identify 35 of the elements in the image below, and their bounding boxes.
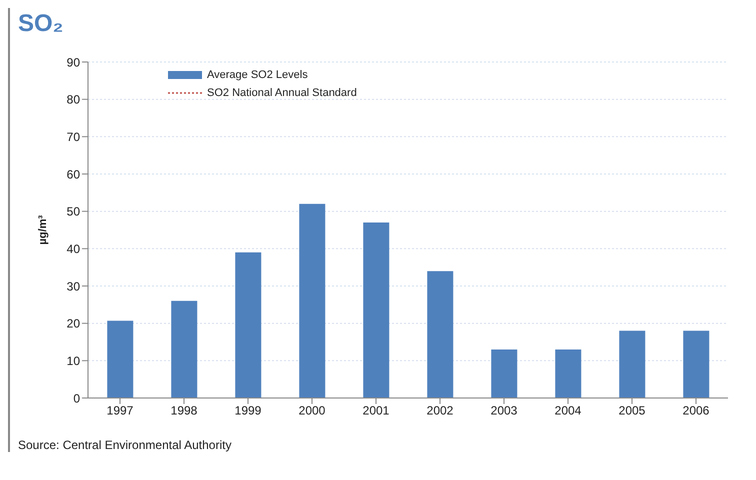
bar bbox=[363, 222, 390, 398]
legend-label: Average SO2 Levels bbox=[207, 69, 308, 81]
legend-label: SO2 National Annual Standard bbox=[207, 87, 357, 99]
bar bbox=[235, 252, 262, 398]
x-tick-label: 2006 bbox=[682, 404, 710, 418]
bar bbox=[683, 330, 710, 398]
bar bbox=[171, 300, 198, 398]
y-tick-label: 0 bbox=[73, 391, 80, 406]
y-tick-label: 80 bbox=[66, 92, 80, 107]
x-tick-label: 2003 bbox=[490, 404, 518, 418]
bar bbox=[427, 271, 454, 398]
y-axis-title: µg/m³ bbox=[36, 214, 49, 245]
bar bbox=[619, 330, 646, 398]
y-tick-label: 20 bbox=[66, 316, 80, 331]
x-tick-label: 2000 bbox=[298, 404, 326, 418]
chart-title: SO₂ bbox=[18, 9, 64, 39]
y-tick-label: 30 bbox=[66, 279, 80, 294]
x-tick-label: 1997 bbox=[106, 404, 134, 418]
bar bbox=[107, 320, 134, 398]
x-tick-label: 1998 bbox=[170, 404, 198, 418]
y-tick-label: 60 bbox=[66, 167, 80, 182]
x-tick-label: 2004 bbox=[554, 404, 582, 418]
x-tick-label: 2001 bbox=[362, 404, 390, 418]
y-tick-label: 40 bbox=[66, 242, 80, 256]
bar bbox=[555, 349, 582, 398]
x-tick-label: 2005 bbox=[618, 404, 646, 418]
y-tick-label: 10 bbox=[66, 354, 80, 368]
x-tick-label: 2002 bbox=[426, 404, 454, 418]
y-tick-label: 90 bbox=[66, 55, 80, 70]
source-note: Source: Central Environmental Authority bbox=[18, 438, 232, 452]
y-tick-label: 50 bbox=[66, 204, 80, 219]
bar bbox=[299, 204, 326, 398]
x-tick-label: 1999 bbox=[234, 404, 262, 418]
y-tick-label: 70 bbox=[66, 130, 80, 144]
bar bbox=[491, 349, 518, 398]
